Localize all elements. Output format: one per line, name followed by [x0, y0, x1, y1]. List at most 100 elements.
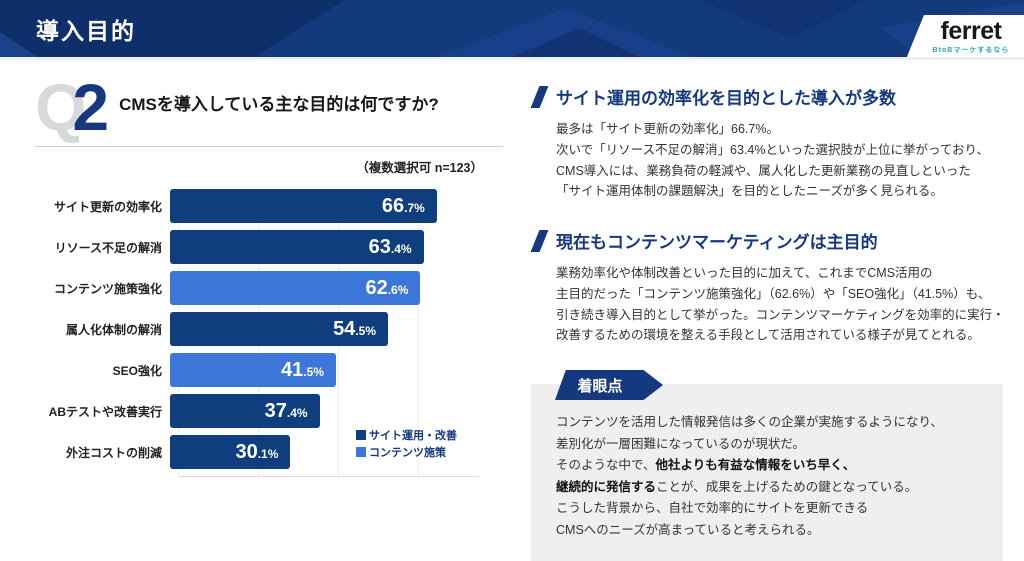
bar-category-label: SEO強化	[112, 363, 162, 378]
bar-track: 30.1%	[170, 435, 503, 469]
callout-text: コンテンツを活用した情報発信は多くの企業が実施するようになり、	[556, 415, 944, 429]
callout-text: ことが、成果を上げるための鍵となっている。	[656, 479, 918, 494]
bar-value-frac: .4%	[390, 241, 412, 256]
bar-value-label: 66.7%	[382, 195, 425, 218]
bar-value-frac: .6%	[387, 282, 409, 297]
bar-track: 54.5%	[170, 312, 503, 346]
callout-badge: 着眼点	[555, 370, 663, 400]
bar-category-label: ABテストや改善実行	[48, 404, 162, 419]
question-text: CMSを導入している主な目的は何ですか?	[119, 94, 439, 114]
analysis-section-1: サイト運用の効率化を目的とした導入が多数 最多は「サイト更新の効率化」66.7%…	[530, 84, 1003, 202]
legend-swatch	[356, 446, 366, 457]
legend-item: コンテンツ施策	[356, 445, 457, 462]
legend-label: サイト運用・改善	[369, 430, 457, 442]
bar-category-label: 属人化体制の解消	[65, 322, 162, 337]
section-body: 最多は「サイト更新の効率化」66.7%。次いで「リソース不足の解消」63.4%と…	[556, 119, 1003, 202]
callout-text-line: そのような中で、他社よりも有益な情報をいち早く、	[556, 455, 983, 477]
chart-row: 属人化体制の解消 54.5%	[35, 312, 503, 346]
slash-icon	[530, 229, 549, 252]
main-content: Q2 CMSを導入している主な目的は何ですか? （複数選択可 n=123） サイ…	[0, 60, 1024, 561]
bar-chart: サイト更新の効率化 66.7% リソース不足の解消 63.4% コンテンツ施策強化 62.…	[35, 189, 503, 477]
callout-text-line: 継続的に発信することが、成果を上げるための鍵となっている。	[556, 477, 983, 499]
bar-value-int: 54	[333, 317, 356, 340]
callout-bold-text: 継続的に発信する	[556, 479, 657, 494]
legend-item: サイト運用・改善	[356, 428, 457, 445]
text-line: 改善するための環境を整える手段として活用されている様子が見てとれる。	[556, 328, 980, 343]
question-divider	[35, 146, 503, 147]
bar: 37.4%	[170, 394, 320, 428]
chart-row: ABテストや改善実行 37.4%	[35, 394, 503, 428]
chart-note: （複数選択可 n=123）	[356, 161, 483, 175]
chart-row: SEO強化 41.5%	[35, 353, 503, 387]
section-heading: 現在もコンテンツマーケティングは主目的	[530, 228, 1003, 253]
text-line: 主目的だった「コンテンツ施策強化」（62.6%）や「SEO強化」（41.5%）も…	[556, 286, 991, 301]
text-line: 引き続き導入目的として挙がった。コンテンツマーケティングを効率的に実行・	[556, 307, 1005, 322]
bar-value-label: 30.1%	[235, 441, 278, 464]
bar-value-label: 37.4%	[265, 400, 308, 423]
section-heading-text: サイト運用の効率化を目的とした導入が多数	[556, 89, 896, 108]
callout-text-line: CMSへのニーズが高まっていると考えられる。	[556, 520, 983, 542]
section-heading: サイト運用の効率化を目的とした導入が多数	[530, 84, 1003, 109]
bar-value-int: 30	[235, 440, 258, 463]
callout-text: こうした背景から、自社で効率的にサイトを更新できる	[556, 501, 869, 515]
chart-row: サイト更新の効率化 66.7%	[35, 189, 503, 223]
bar-value-frac: .5%	[355, 323, 376, 338]
ferret-logo-tagline: BtoBマーケするなら	[932, 47, 1010, 54]
bar-category-label: リソース不足の解消	[54, 240, 162, 255]
bar: 41.5%	[170, 353, 336, 387]
bar: 54.5%	[170, 312, 388, 346]
bar-value-int: 37	[264, 399, 287, 422]
bar: 30.1%	[170, 435, 291, 469]
bar-value-label: 63.4%	[369, 236, 412, 259]
chart-legend: サイト運用・改善 コンテンツ施策	[356, 428, 457, 461]
bar: 62.6%	[170, 271, 421, 305]
legend-swatch	[356, 430, 366, 440]
bar: 63.4%	[170, 230, 424, 264]
analysis-column: サイト運用の効率化を目的とした導入が多数 最多は「サイト更新の効率化」66.7%…	[503, 74, 1005, 561]
analysis-section-2: 現在もコンテンツマーケティングは主目的 業務効率化や体制改善といった目的に加えて…	[530, 228, 1005, 346]
chart-row: リソース不足の解消 63.4%	[35, 230, 503, 264]
bar-value-label: 54.5%	[333, 318, 376, 341]
q-number: 2	[72, 70, 109, 144]
header-geometric-pattern	[0, 0, 1024, 57]
bar-track: 66.7%	[170, 189, 503, 223]
text-line: 「サイト運用体制の課題解決」を目的としたニーズが多く見られる。	[556, 184, 943, 199]
slash-icon	[530, 85, 549, 108]
bar-track: 37.4%	[170, 394, 503, 428]
ferret-logo: ferret BtoBマーケするなら	[906, 15, 1024, 57]
text-line: 次いで「リソース不足の解消」63.4%といった選択肢が上位に挙がっており、	[556, 142, 989, 157]
callout-text: CMSへのニーズが高まっていると考えられる。	[556, 522, 820, 537]
callout-text-line: コンテンツを活用した情報発信は多くの企業が実施するようになり、	[556, 412, 983, 434]
bar-value-int: 62	[365, 276, 388, 299]
callout-text-line: 差別化が一層困難になっているのが現状だ。	[556, 434, 983, 456]
bar-value-label: 41.5%	[281, 359, 324, 382]
bar-value-label: 62.6%	[365, 277, 408, 300]
bar-value-int: 63	[368, 235, 391, 258]
chart-row: コンテンツ施策強化 62.6%	[35, 271, 503, 305]
bar-track: 41.5%	[170, 353, 503, 387]
bar-value-frac: .1%	[257, 446, 279, 461]
text-line: 最多は「サイト更新の効率化」66.7%。	[556, 122, 779, 136]
chart-column: Q2 CMSを導入している主な目的は何ですか? （複数選択可 n=123） サイ…	[35, 74, 503, 561]
callout-box: コンテンツを活用した情報発信は多くの企業が実施するようになり、 差別化が一層困難に…	[531, 384, 1003, 561]
callout-section: 着眼点 コンテンツを活用した情報発信は多くの企業が実施するようになり、 差別化が一…	[531, 370, 1003, 561]
text-line: 業務効率化や体制改善といった目的に加えて、これまでCMS活用の	[556, 266, 933, 280]
section-body: 業務効率化や体制改善といった目的に加えて、これまでCMS活用の主目的だった「コン…	[556, 263, 1005, 346]
bar-value-frac: .7%	[404, 200, 425, 215]
text-line: CMS導入には、業務負荷の軽減や、属人化した更新業務の見直しといった	[556, 163, 971, 178]
bar-value-int: 41	[281, 358, 304, 381]
callout-text-line: こうした背景から、自社で効率的にサイトを更新できる	[556, 498, 983, 520]
bar-value-frac: .4%	[286, 405, 308, 420]
bar-category-label: 外注コストの削減	[65, 445, 162, 460]
bar-track: 62.6%	[170, 271, 503, 305]
question-row: Q2 CMSを導入している主な目的は何ですか?	[35, 74, 503, 140]
q-letter: Q	[35, 70, 86, 144]
callout-bold-text: 他社よりも有益な情報をいち早く、	[655, 458, 856, 472]
bar-category-label: サイト更新の効率化	[53, 199, 162, 214]
callout-text: 差別化が一層困難になっているのが現状だ。	[556, 436, 806, 451]
bar-category-label: コンテンツ施策強化	[53, 281, 162, 296]
legend-label: コンテンツ施策	[369, 446, 446, 459]
chart-rows: サイト更新の効率化 66.7% リソース不足の解消 63.4% コンテンツ施策強化 62.…	[35, 189, 503, 469]
section-heading-text: 現在もコンテンツマーケティングは主目的	[556, 233, 878, 252]
question-number-badge: Q2	[35, 74, 109, 140]
